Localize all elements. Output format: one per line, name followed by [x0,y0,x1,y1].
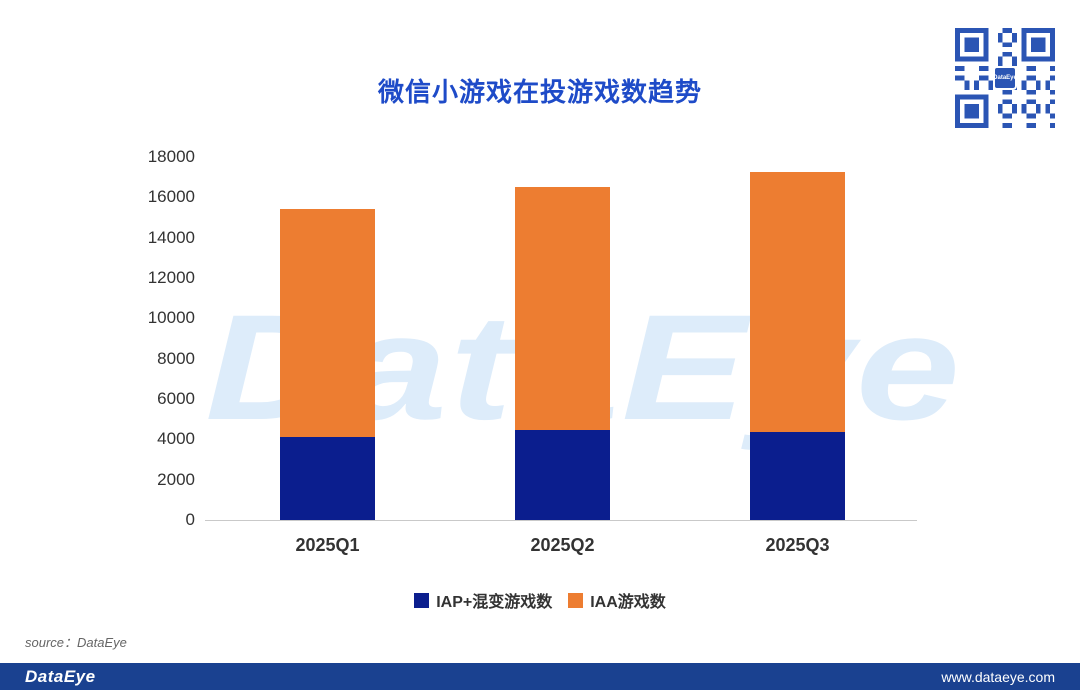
legend-label: IAP+混变游戏数 [436,594,553,611]
y-tick-label: 16000 [147,187,195,207]
bar-segment [515,430,610,520]
bar-segment [280,437,375,520]
y-axis-labels: 0 2000 4000 6000 8000 10000 12000 14000 16000 180… [95,147,205,529]
y-tick-label: 12000 [147,268,195,287]
bars-container [210,157,915,520]
x-axis-line [205,520,917,521]
qr-center-logo: DataEye [993,66,1017,90]
bar-segment [280,209,375,438]
qr-code: DataEye [955,28,1055,128]
source-note: source：DataEye [25,635,127,650]
legend-item: IAP+混变游戏数 [414,588,552,612]
footer-logo: DataEye [25,666,96,686]
chart-title: 微信小游戏在投游戏数趋势 [377,77,702,107]
y-tick-label: 10000 [147,308,195,328]
stacked-bar-2025Q2 [515,187,610,520]
bar-segment [515,187,610,431]
x-tick-label: 2025Q3 [765,535,830,555]
y-tick-label: 2000 [157,469,195,489]
x-tick-label: 2025Q2 [530,535,595,555]
y-tick-label: 6000 [157,389,195,408]
legend-label: IAA游戏数 [590,594,666,611]
bar-segment [750,172,845,433]
stacked-bar-2025Q3 [750,172,845,520]
y-tick-label: 0 [185,510,195,529]
y-tick-label: 14000 [147,227,195,247]
y-tick-label: 8000 [157,348,195,368]
y-tick-label: 18000 [147,147,195,166]
stacked-bar-2025Q1 [280,209,375,520]
legend-item: IAA游戏数 [568,588,666,612]
bar-slot [680,157,915,520]
bar-segment [750,432,845,520]
x-axis-labels: 2025Q1 2025Q2 2025Q3 [210,535,915,556]
footer-bar: DataEye www.dataeye.com [0,663,1080,690]
y-tick-label: 4000 [157,429,195,449]
footer-url: www.dataeye.com [941,668,1055,685]
legend-swatch [568,592,584,608]
legend: IAP+混变游戏数 IAA游戏数 [0,588,1080,612]
x-tick-label: 2025Q1 [295,535,360,555]
bar-slot [210,157,445,520]
legend-swatch [414,592,430,608]
bar-slot [445,157,680,520]
